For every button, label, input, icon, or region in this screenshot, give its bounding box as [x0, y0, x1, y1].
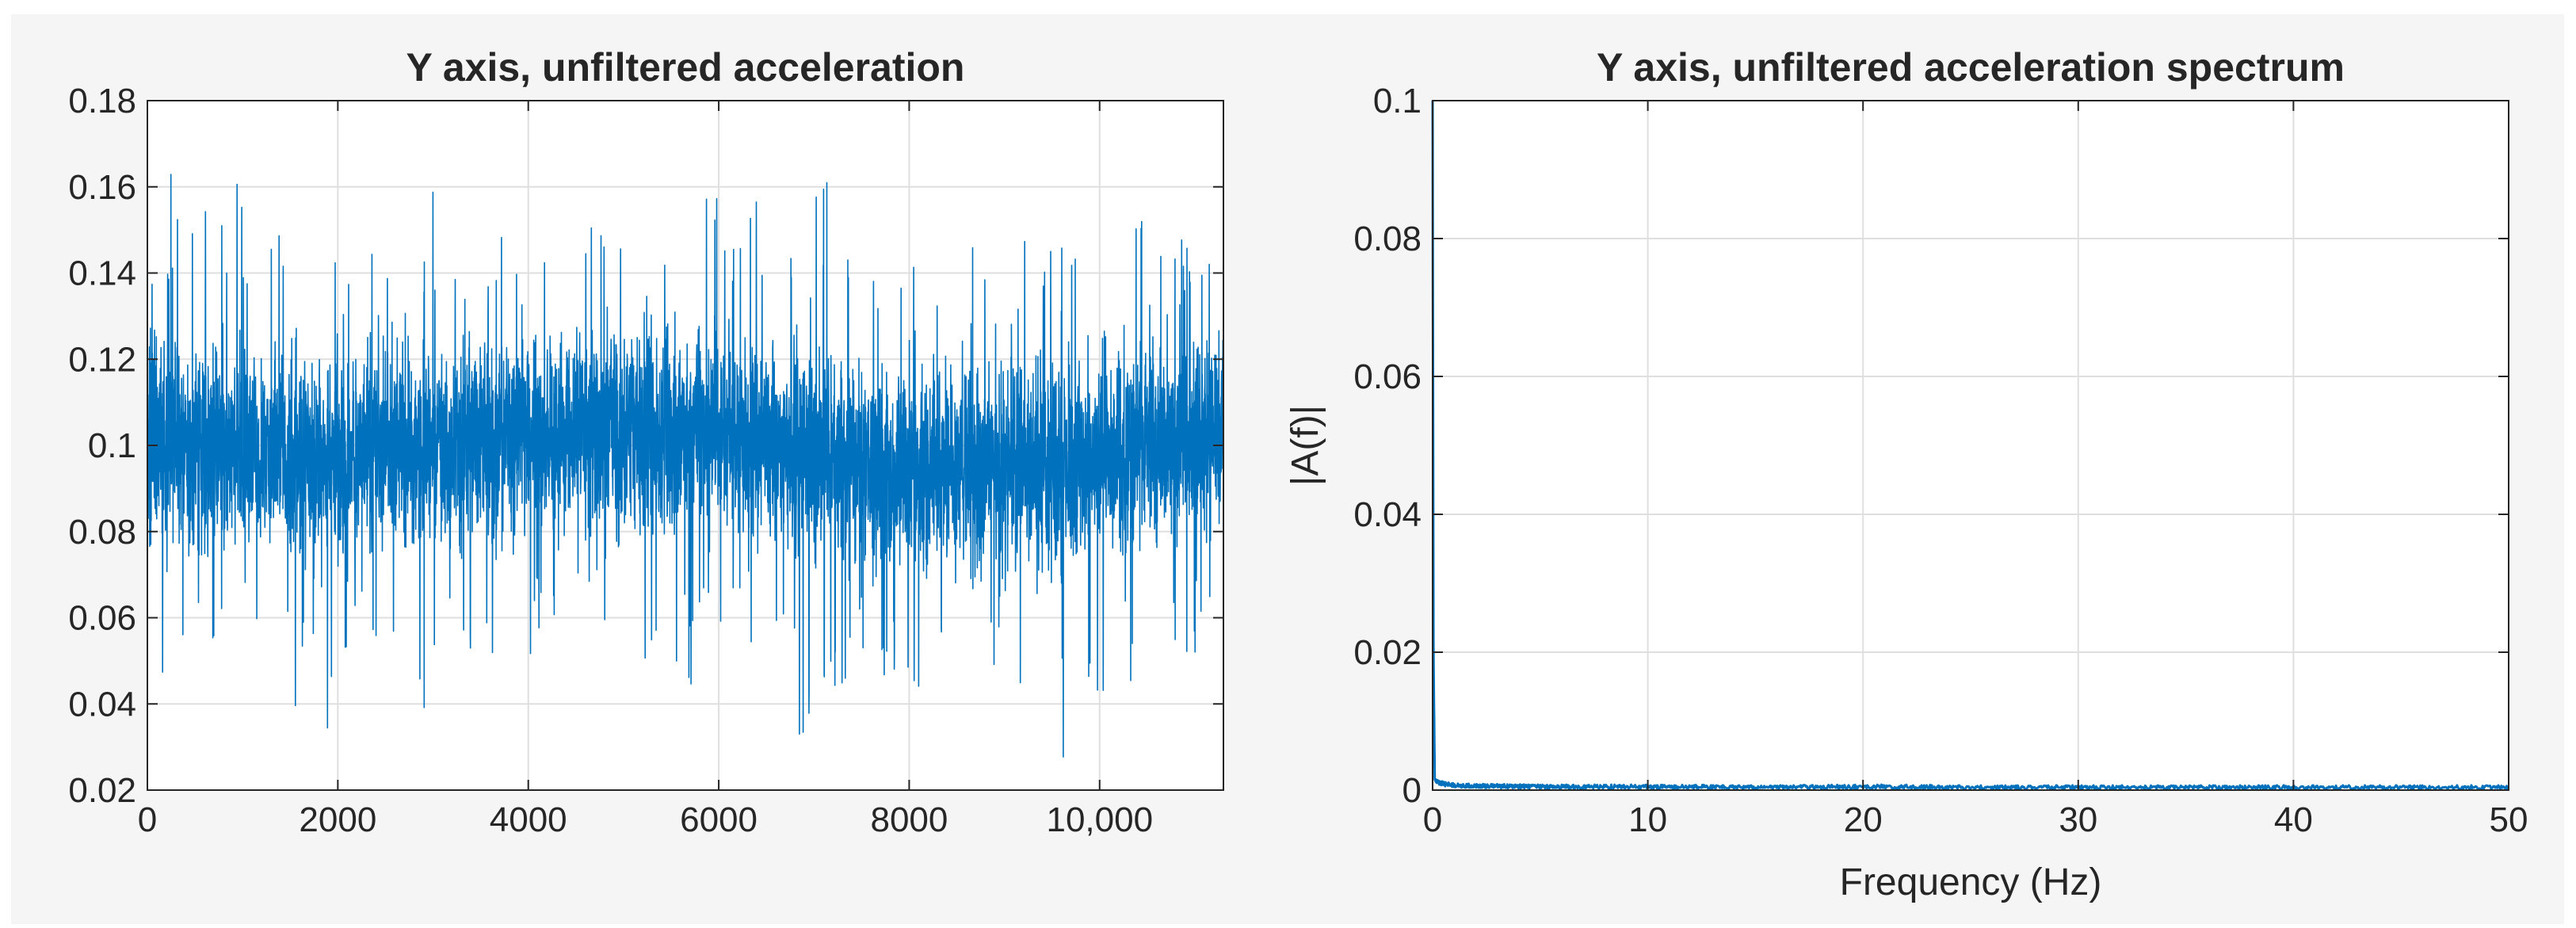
spectrum-x-tick-label: 40	[2274, 800, 2313, 839]
time-series-y-tick-label: 0.02	[68, 771, 136, 810]
chart-title-spectrum: Y axis, unfiltered acceleration spectrum	[1597, 45, 2345, 90]
time-series-chart: Y axis, unfiltered acceleration 0 2000 400…	[68, 45, 1224, 839]
time-series-y-tick-label: 0.06	[68, 599, 136, 638]
time-series-y-tick-label: 0.1	[88, 426, 136, 465]
spectrum-x-tick-label: 30	[2059, 800, 2097, 839]
time-series-x-tick-label: 4000	[490, 800, 567, 839]
spectrum-series	[1431, 100, 2509, 791]
spectrum-ticks: 0 10 20 30 40 50 0 0.02 0.04 0.06 0.08 0.1	[1353, 82, 2528, 839]
time-series-series	[147, 174, 1224, 758]
time-series-y-tick-label: 0.08	[68, 513, 136, 552]
time-series-y-tick-label: 0.18	[68, 82, 136, 120]
spectrum-y-tick-label: 0.1	[1373, 82, 1422, 120]
spectrum-x-tick-label: 20	[1844, 800, 1883, 839]
time-series-y-tick-label: 0.14	[68, 254, 136, 293]
time-series-y-tick-label: 0.16	[68, 168, 136, 207]
time-series-series-line	[147, 174, 1224, 758]
spectrum-x-tick-label: 0	[1423, 800, 1442, 839]
spectrum-axes-box	[1432, 100, 2509, 791]
time-series-ticks: 0 2000 4000 6000 8000 10,000 0.02 0.04 0.06 0.08 0…	[68, 82, 1223, 839]
spectrum-y-tick-label: 0.04	[1353, 495, 1422, 534]
spectrum-plot-area	[1433, 101, 2509, 790]
spectrum-x-tick-label: 10	[1628, 800, 1667, 839]
time-series-y-tick-label: 0.12	[68, 340, 136, 379]
spectrum-series-line	[1431, 100, 2509, 791]
spectrum-y-axis-label: |A(f)|	[1284, 405, 1326, 486]
spectrum-y-tick-label: 0	[1402, 771, 1422, 810]
time-series-x-tick-label: 6000	[680, 800, 758, 839]
time-series-x-tick-label: 2000	[299, 800, 376, 839]
time-series-y-tick-label: 0.04	[68, 685, 136, 724]
spectrum-y-tick-label: 0.06	[1353, 357, 1422, 396]
spectrum-chart: Y axis, unfiltered acceleration spectrum…	[1284, 45, 2528, 903]
time-series-x-tick-label: 8000	[870, 800, 948, 839]
spectrum-x-axis-label: Frequency (Hz)	[1840, 861, 2102, 903]
time-series-x-tick-label: 10,000	[1046, 800, 1153, 839]
spectrum-x-tick-label: 50	[2490, 800, 2528, 839]
spectrum-y-tick-label: 0.08	[1353, 220, 1422, 258]
chart-title-time-series: Y axis, unfiltered acceleration	[406, 45, 965, 90]
time-series-x-tick-label: 0	[138, 800, 157, 839]
spectrum-y-tick-label: 0.02	[1353, 633, 1422, 672]
